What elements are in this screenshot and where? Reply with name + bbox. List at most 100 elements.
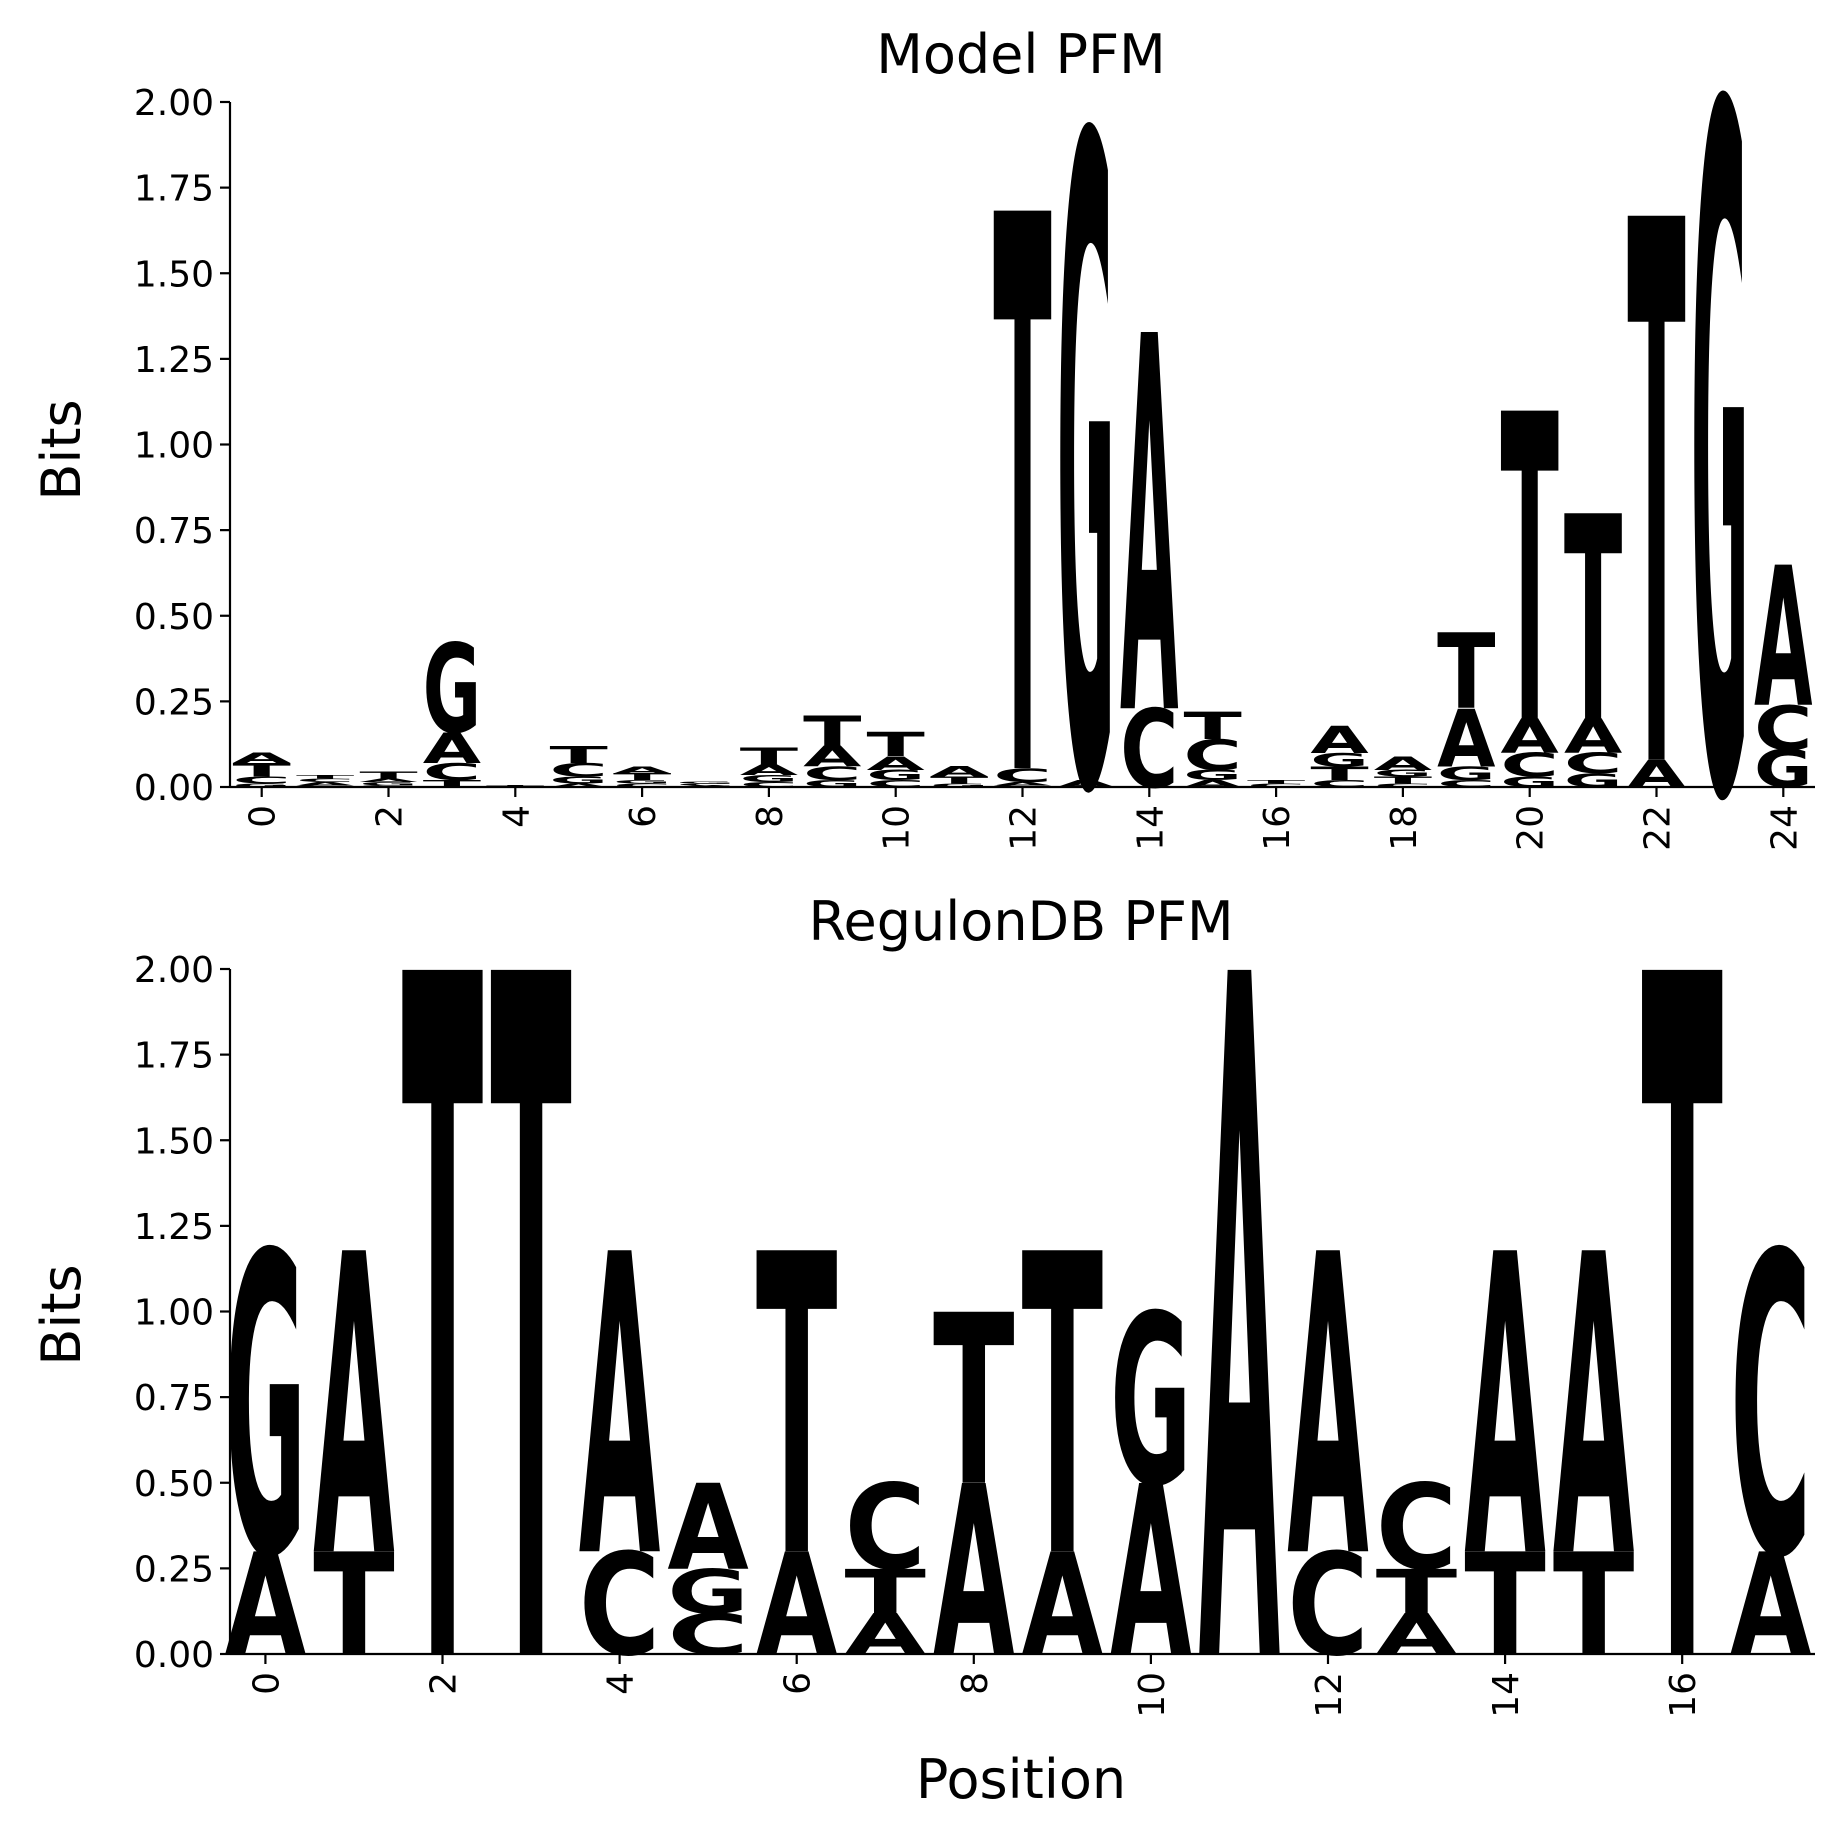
model-pfm-y-axis-label: Bits	[30, 399, 93, 500]
x-tick-label: 22	[1638, 805, 1679, 851]
logo-letter-c: C	[1184, 731, 1242, 780]
y-tick-label: 1.00	[134, 1293, 214, 1334]
x-tick-label: 4	[601, 1672, 642, 1695]
logo-letter-g: G	[740, 773, 798, 784]
logo-letter-g: G	[613, 779, 671, 784]
x-tick-label: 6	[778, 1672, 819, 1695]
x-tick-label: 12	[1004, 805, 1045, 851]
y-tick-label: 1.25	[134, 1207, 214, 1248]
x-tick-label: 24	[1764, 805, 1805, 851]
regulondb-pfm-title: RegulonDB PFM	[808, 890, 1233, 953]
logo-letter-a: A	[1374, 752, 1433, 774]
logo-letter-a: A	[1553, 1169, 1635, 1650]
logo-letter-c: C	[1374, 783, 1432, 788]
x-tick-label: 14	[1130, 805, 1171, 851]
x-tick-label: 8	[955, 1672, 996, 1695]
logo-letter-t: T	[1247, 779, 1305, 784]
y-tick-label: 1.50	[134, 1121, 214, 1162]
model-pfm-title: Model PFM	[876, 23, 1166, 86]
logo-letter-t: T	[867, 726, 925, 764]
logo-letter-g: G	[1437, 763, 1495, 785]
logo-letter-c: C	[845, 1460, 926, 1597]
logo-letter-a: A	[1730, 1525, 1811, 1688]
logo-letter-t: T	[423, 779, 482, 790]
logo-letter-a: A	[550, 783, 609, 789]
logo-letter-t: T	[1376, 1557, 1458, 1628]
x-tick-label: 12	[1309, 1672, 1350, 1718]
logo-letter-a: A	[1057, 778, 1116, 789]
regulondb-pfm-x-axis-label: Position	[916, 1748, 1126, 1811]
logo-letter-t: T	[1374, 775, 1433, 786]
logo-letter-a: A	[1184, 778, 1243, 789]
x-tick-label: 18	[1384, 805, 1425, 851]
logo-letter-c: C	[1437, 778, 1495, 789]
logo-letter-c: C	[1754, 693, 1812, 764]
logo-letter-a: A	[1754, 527, 1812, 751]
logo-letter-g: G	[359, 781, 417, 786]
logo-letter-a: A	[1199, 784, 1281, 1834]
regulondb-pfm-panel: RegulonDB PFM Bits Position AG TA T T CA CGA A…	[30, 783, 1815, 1834]
logo-letter-t: T	[993, 60, 1052, 950]
x-tick-label: 16	[1257, 805, 1298, 851]
logo-letter-g: G	[225, 1168, 306, 1649]
regulondb-pfm-y-axis-label: Bits	[30, 1264, 93, 1365]
logo-letter-t: T	[803, 706, 861, 755]
x-tick-label: 8	[750, 805, 791, 828]
logo-letter-c: C	[550, 759, 608, 781]
x-tick-label: 0	[246, 1672, 287, 1695]
logo-letter-a: A	[667, 1461, 748, 1597]
y-tick-label: 0.25	[134, 682, 214, 723]
logo-letter-a: A	[613, 765, 672, 776]
logo-letter-c: C	[1501, 747, 1559, 785]
logo-letter-a: A	[359, 777, 418, 783]
logo-letter-g: G	[930, 783, 988, 788]
y-tick-label: 0.50	[134, 597, 214, 638]
logo-letter-c: C	[1376, 1460, 1457, 1597]
logo-letter-t: T	[1553, 1524, 1634, 1688]
logo-letter-g: G	[1691, 0, 1749, 1008]
logo-letter-c: C	[296, 778, 354, 783]
logo-letter-a: A	[1376, 1602, 1457, 1667]
logo-letter-a: A	[845, 1602, 926, 1667]
logo-letter-a: A	[1501, 709, 1560, 764]
logo-letter-t: T	[1184, 704, 1242, 748]
logo-letter-t: T	[1022, 1168, 1104, 1649]
y-tick-label: 0.50	[134, 1464, 214, 1505]
logo-letter-t: T	[550, 741, 609, 768]
logo-letter-a: A	[1022, 1525, 1103, 1688]
logo-letter-c: C	[1310, 778, 1368, 789]
logo-letter-c: C	[667, 1602, 748, 1668]
y-tick-label: 2.00	[134, 83, 214, 124]
logo-letter-t: T	[1501, 326, 1560, 818]
logo-letter-t: T	[1564, 459, 1622, 786]
logo-letter-a: A	[313, 1169, 395, 1650]
logo-letter-a: A	[993, 781, 1052, 787]
logo-letter-a: A	[423, 724, 481, 773]
logo-letter-c: C	[676, 783, 734, 786]
y-tick-label: 1.50	[134, 254, 214, 295]
logo-letter-a: A	[1464, 1169, 1546, 1650]
logo-letter-a: A	[1564, 709, 1623, 764]
y-tick-label: 1.25	[134, 340, 214, 381]
logo-letter-a: A	[1310, 719, 1368, 763]
logo-letter-a: A	[1287, 1169, 1369, 1650]
logo-letter-a: A	[740, 762, 798, 778]
logo-letter-a: A	[233, 750, 291, 766]
logo-letter-g: G	[423, 619, 481, 762]
logo-letter-a: A	[1437, 693, 1495, 786]
logo-letter-t: T	[1437, 613, 1496, 733]
logo-letter-g: G	[667, 1557, 748, 1627]
y-tick-label: 0.75	[134, 1378, 214, 1419]
logo-letter-g: G	[1110, 1267, 1191, 1539]
logo-letter-c: C	[803, 763, 861, 785]
logo-letter-a: A	[579, 1169, 661, 1650]
logo-letter-c: C	[1730, 1169, 1811, 1650]
logo-letter-c: C	[1247, 783, 1305, 788]
x-tick-label: 14	[1486, 1672, 1527, 1718]
logo-letter-c: C	[867, 778, 925, 789]
y-tick-label: 0.00	[134, 768, 214, 809]
x-tick-label: 10	[877, 805, 918, 851]
y-tick-label: 0.00	[134, 1635, 214, 1676]
logo-letter-a: A	[296, 781, 355, 787]
